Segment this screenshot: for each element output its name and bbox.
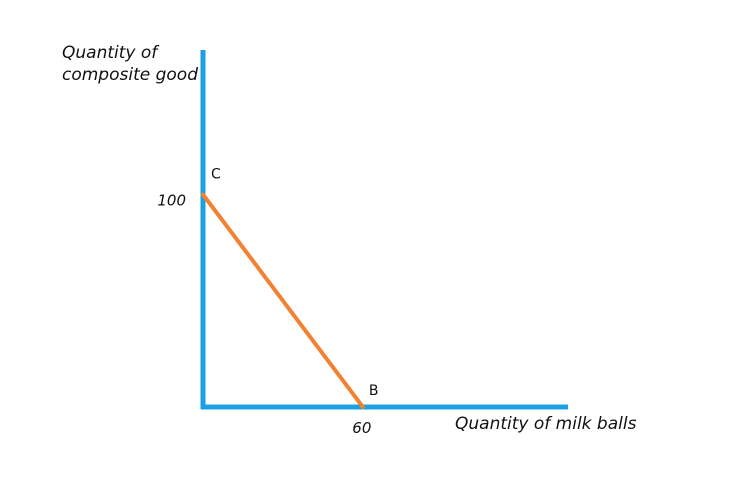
- y-axis-label: Quantity of composite good: [62, 42, 198, 86]
- point-label-c: C: [211, 167, 221, 183]
- point-label-b: B: [369, 383, 379, 399]
- y-axis-label-line-2: composite good: [62, 65, 198, 85]
- budget-line-0: [201, 192, 365, 409]
- y-axis-label-line-1: Quantity of: [62, 43, 158, 63]
- x-axis-label: Quantity of milk balls: [455, 414, 637, 434]
- x-tick-label-0: 60: [352, 419, 371, 437]
- y-tick-label-0: 100: [157, 192, 186, 210]
